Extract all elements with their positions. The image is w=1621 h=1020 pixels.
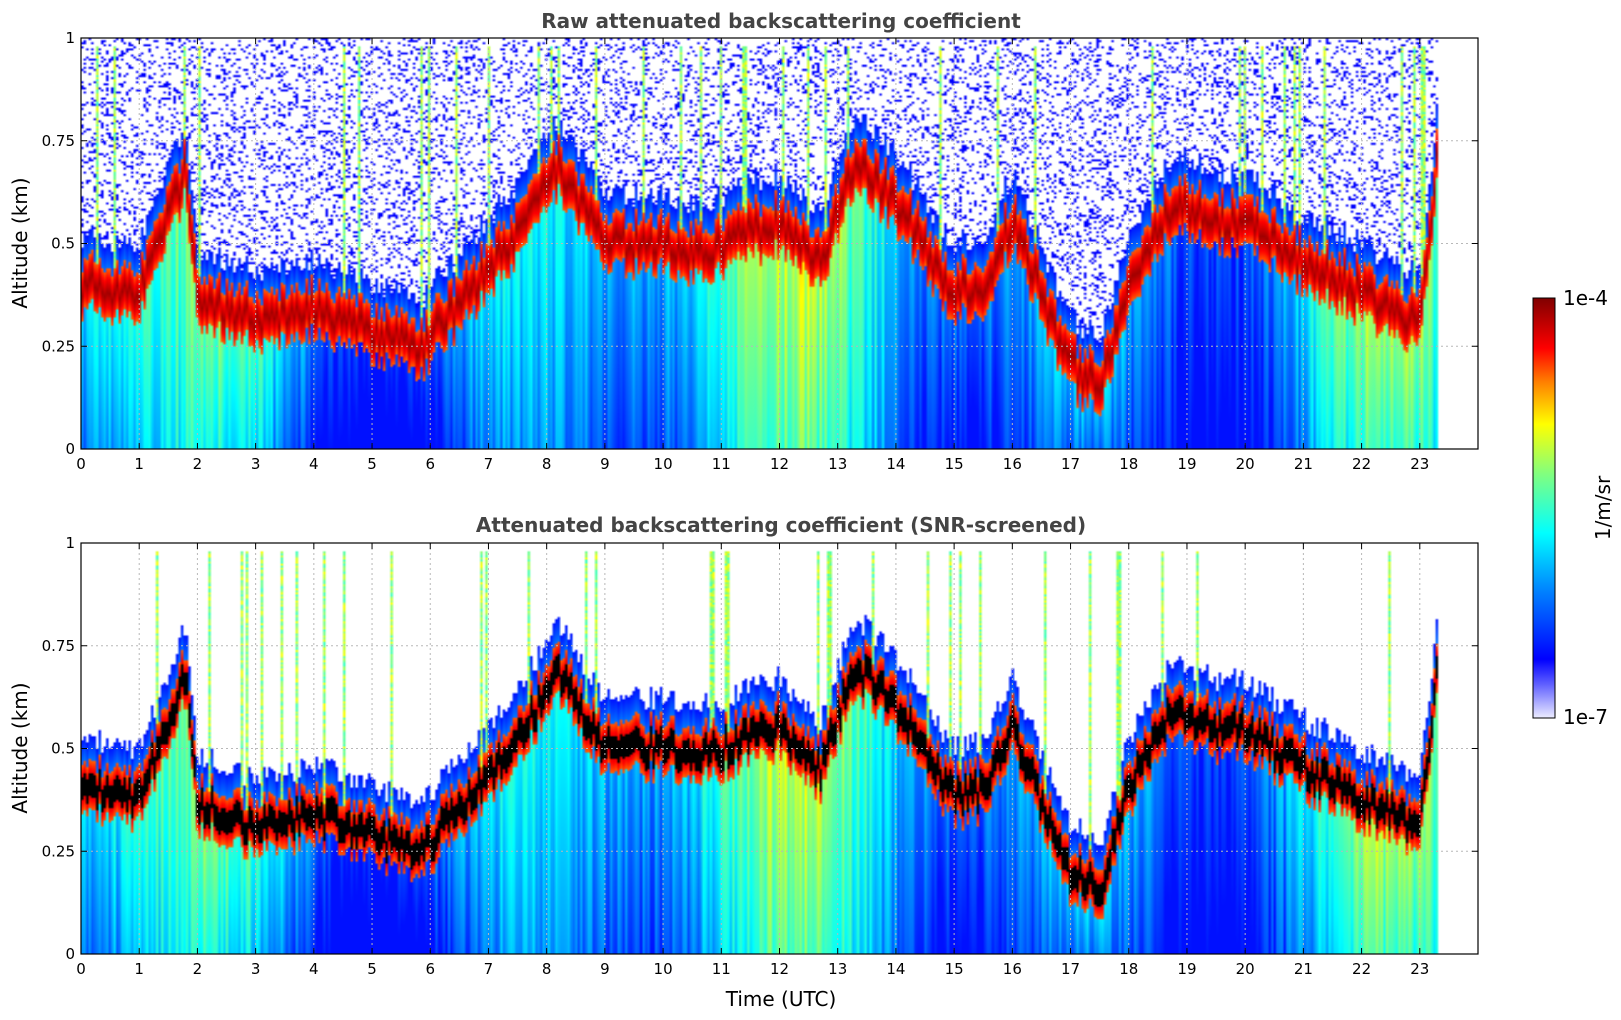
y-tick-label: 0.25 [42,842,75,860]
x-tick-label: 11 [712,455,731,473]
y-tick-label: 0.5 [51,235,75,253]
x-axis-label: Time (UTC) [725,987,837,1011]
x-tick-label: 23 [1410,455,1429,473]
x-tick-label: 23 [1410,960,1429,978]
x-tick-label: 1 [134,455,144,473]
x-tick-label: 0 [76,455,86,473]
x-tick-label: 21 [1294,455,1313,473]
x-tick-label: 10 [654,960,673,978]
y-tick-label: 0 [65,945,75,963]
x-tick-label: 17 [1061,960,1080,978]
x-tick-label: 21 [1294,960,1313,978]
x-tick-label: 17 [1061,455,1080,473]
x-tick-label: 9 [600,455,610,473]
y-tick-label: 0.5 [51,740,75,758]
x-tick-label: 19 [1177,455,1196,473]
x-tick-label: 6 [425,455,435,473]
y-tick-label: 0.75 [42,132,75,150]
x-tick-label: 15 [945,455,964,473]
y-tick-label: 1 [65,534,75,552]
x-tick-label: 10 [654,455,673,473]
panel-raw-grid [81,38,1478,449]
colorbar-gradient [1532,297,1556,719]
y-tick-label: 1 [65,29,75,47]
colorbar: 1e-4 1e-7 1/m/sr [1532,286,1615,729]
x-tick-label: 22 [1352,960,1371,978]
x-tick-label: 14 [886,455,905,473]
x-tick-label: 16 [1003,455,1022,473]
x-tick-label: 4 [309,455,319,473]
x-tick-label: 5 [367,960,377,978]
x-tick-label: 13 [828,455,847,473]
x-tick-label: 16 [1003,960,1022,978]
panel-screened-ylabel: Altitude (km) [8,682,32,813]
y-tick-label: 0 [65,440,75,458]
x-tick-label: 8 [542,960,552,978]
x-tick-label: 18 [1119,455,1138,473]
x-tick-label: 18 [1119,960,1138,978]
panel-raw-title: Raw attenuated backscattering coefficien… [541,9,1021,33]
x-tick-label: 20 [1236,960,1255,978]
y-tick-label: 0.75 [42,637,75,655]
y-tick-label: 0.25 [42,337,75,355]
x-tick-label: 14 [886,960,905,978]
panel-screened-title: Attenuated backscattering coefficient (S… [476,513,1086,537]
x-tick-label: 22 [1352,455,1371,473]
panel-screened: Attenuated backscattering coefficient (S… [8,513,1479,1011]
panel-raw-y-ticks: 0 0.25 0.5 0.75 1 [42,29,1478,458]
x-tick-label: 1 [134,960,144,978]
panel-raw-ylabel: Altitude (km) [8,177,32,308]
x-tick-label: 15 [945,960,964,978]
x-tick-label: 3 [251,960,261,978]
x-tick-label: 4 [309,960,319,978]
x-tick-label: 11 [712,960,731,978]
x-tick-label: 12 [770,455,789,473]
x-tick-label: 2 [193,960,203,978]
x-tick-label: 12 [770,960,789,978]
x-tick-label: 6 [425,960,435,978]
panel-screened-x-ticks: 0 1 2 3 4 5 6 7 8 9 10 11 12 13 14 15 16 17 18 19 20 21 22 23 [76,543,1429,978]
x-tick-label: 5 [367,455,377,473]
colorbar-unit-label: 1/m/sr [1591,475,1615,540]
panel-raw: Raw attenuated backscattering coefficien… [8,9,1479,473]
colorbar-min-label: 1e-7 [1563,705,1608,729]
x-tick-label: 3 [251,455,261,473]
colorbar-max-label: 1e-4 [1563,286,1608,310]
x-tick-label: 9 [600,960,610,978]
panel-screened-grid [81,543,1478,954]
x-tick-label: 19 [1177,960,1196,978]
x-tick-label: 13 [828,960,847,978]
x-tick-label: 7 [484,960,494,978]
x-tick-label: 8 [542,455,552,473]
x-tick-label: 20 [1236,455,1255,473]
panel-raw-x-ticks: 0 1 2 3 4 5 6 7 8 9 10 11 12 13 14 15 16 17 18 19 20 21 22 23 [76,38,1429,473]
x-tick-label: 7 [484,455,494,473]
x-tick-label: 2 [193,455,203,473]
x-tick-label: 0 [76,960,86,978]
panel-screened-y-ticks: 0 0.25 0.5 0.75 1 [42,534,1478,963]
